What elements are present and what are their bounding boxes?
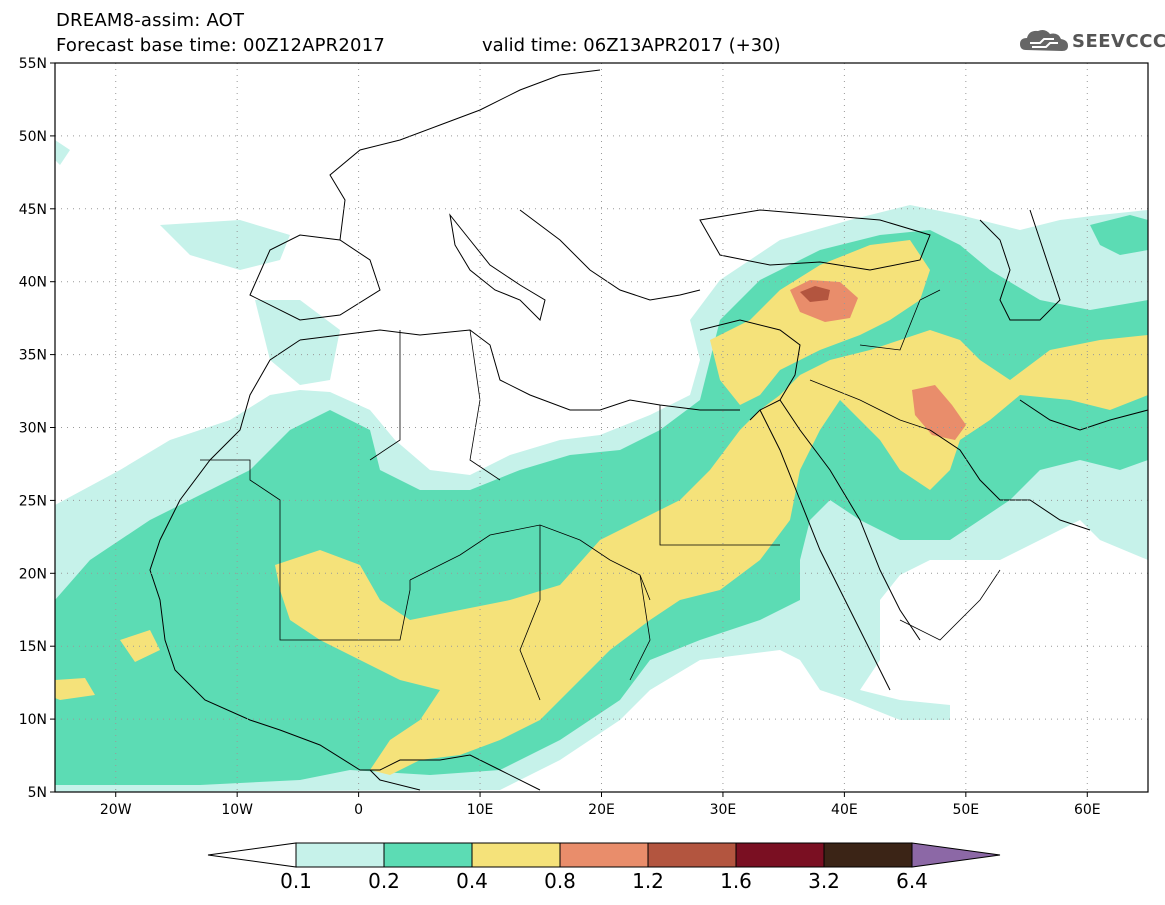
colorbar-swatch [295, 842, 385, 868]
longitude-label: 10W [221, 802, 253, 818]
latitude-label: 10N [19, 712, 47, 728]
latitude-label: 30N [19, 421, 47, 437]
aot-level-0.1-patch [55, 140, 70, 165]
colorbar-lower-extension [207, 842, 297, 868]
colorbar-level-label: 0.1 [280, 869, 312, 893]
aot-level-0.4-band [710, 240, 930, 405]
colorbar-swatch [559, 842, 649, 868]
colorbar-level-label: 3.2 [808, 869, 840, 893]
latitude-labels: 55N 50N 45N 40N 35N 30N 25N 20N 15N 10N 5N [19, 56, 55, 801]
latitude-label: 50N [19, 129, 47, 145]
latitude-label: 25N [19, 493, 47, 509]
longitude-label: 0 [354, 802, 363, 818]
valid-time: valid time: 06Z13APR2017 (+30) [482, 35, 781, 56]
longitude-label: 60E [1074, 802, 1101, 818]
longitude-label: 50E [952, 802, 979, 818]
graticule [55, 63, 1148, 792]
longitude-label: 30E [710, 802, 737, 818]
colorbar-level-label: 1.6 [720, 869, 752, 893]
country-borders [200, 289, 1001, 701]
cloud-icon [1020, 30, 1068, 51]
map-title: DREAM8-assim: AOT [56, 10, 245, 31]
latitude-label: 20N [19, 566, 47, 582]
latitude-label: 5N [28, 785, 47, 801]
colorbar-level-label: 0.2 [368, 869, 400, 893]
colorbar-swatch [735, 842, 825, 868]
latitude-label: 15N [19, 639, 47, 655]
colorbar-swatch [647, 842, 737, 868]
colorbar-level-label: 0.8 [544, 869, 576, 893]
aot-level-0.2-patch [1090, 215, 1148, 255]
aot-level-0.8-patch [912, 385, 966, 440]
longitude-label: 20W [100, 802, 132, 818]
seevccc-logo: SEEVCCC [1018, 26, 1165, 56]
colorbar-swatch [383, 842, 473, 868]
aot-level-1.2-patch [800, 286, 830, 302]
longitude-label: 20E [588, 802, 615, 818]
aot-level-0.4-band [275, 330, 1148, 775]
colorbar-swatch [823, 842, 913, 868]
aot-level-0.4-patch [55, 678, 95, 700]
colorbar-level-label: 0.4 [456, 869, 488, 893]
colorbar-level-label: 1.2 [632, 869, 664, 893]
colorbar-level-label: 6.4 [896, 869, 928, 893]
aot-level-0.1-patch [160, 220, 290, 270]
latitude-label: 35N [19, 348, 47, 364]
colorbar-swatch [471, 842, 561, 868]
colorbar: 0.1 0.2 0.4 0.8 1.2 1.6 3.2 6.4 [207, 842, 1001, 893]
longitude-label: 10E [467, 802, 494, 818]
coastlines [149, 69, 1148, 791]
logo-text: SEEVCCC [1072, 31, 1165, 52]
latitude-label: 40N [19, 275, 47, 291]
longitude-label: 40E [831, 802, 858, 818]
latitude-label: 45N [19, 202, 47, 218]
latitude-label: 55N [19, 56, 47, 72]
colorbar-upper-extension [911, 842, 1001, 868]
longitude-labels: 20W 10W 0 10E 20E 30E 40E 50E 60E [100, 792, 1101, 818]
forecast-base-time: Forecast base time: 00Z12APR2017 [56, 35, 385, 56]
aot-level-0.1-patch [255, 300, 340, 385]
